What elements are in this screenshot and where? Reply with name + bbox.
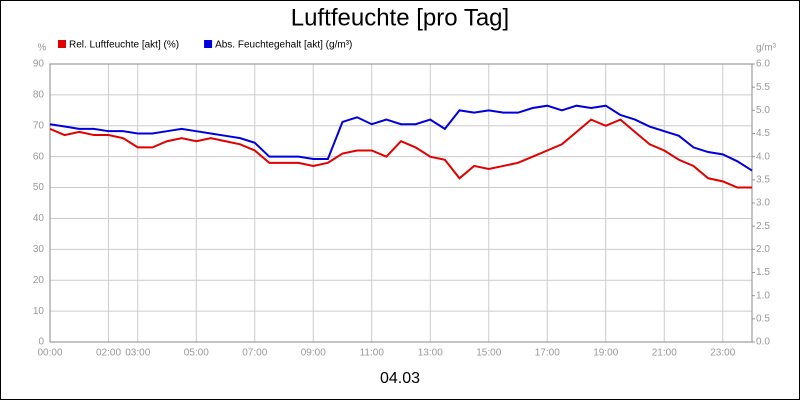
y-tick-label: 20 [33, 275, 45, 286]
y-tick-label: 0 [38, 337, 44, 348]
y-axis-label: % [38, 43, 47, 54]
y2-tick-label: 4.5 [756, 128, 770, 139]
x-tick-label: 07:00 [242, 348, 267, 359]
x-tick-label: 05:00 [184, 348, 209, 359]
y2-tick-label: 3.5 [756, 174, 770, 185]
y2-tick-label: 5.5 [756, 82, 770, 93]
y2-tick-label: 2.0 [756, 244, 770, 255]
y2-tick-label: 6.0 [756, 59, 770, 70]
x-tick-label: 19:00 [593, 348, 618, 359]
y-tick-label: 70 [33, 120, 45, 131]
y2-tick-label: 4.0 [756, 151, 770, 162]
y-tick-label: 80 [33, 90, 45, 101]
y-tick-label: 30 [33, 244, 45, 255]
y2-tick-label: 1.0 [756, 290, 770, 301]
legend-marker [58, 40, 66, 48]
legend-label: Abs. Feuchtegehalt [akt] (g/m³) [215, 40, 352, 51]
y2-tick-label: 0.0 [756, 337, 770, 348]
x-tick-label: 17:00 [535, 348, 560, 359]
x-tick-label: 21:00 [652, 348, 677, 359]
y-tick-label: 10 [33, 306, 45, 317]
series-line [49, 118, 752, 189]
x-tick-label: 00:00 [37, 348, 62, 359]
legend-marker [204, 40, 213, 48]
x-tick-label: 09:00 [301, 348, 326, 359]
x-tick-label: 23:00 [710, 348, 735, 359]
legend-label: Rel. Luftfeuchte [akt] (%) [69, 40, 179, 51]
x-tick-label: 15:00 [476, 348, 501, 359]
y-tick-label: 50 [33, 182, 45, 193]
y2-tick-label: 0.5 [756, 313, 770, 324]
y-tick-label: 90 [33, 59, 45, 70]
plot-area [49, 63, 753, 343]
x-tick-label: 03:00 [125, 348, 150, 359]
y2-tick-label: 3.0 [756, 198, 770, 209]
y2-tick-label: 2.5 [756, 221, 770, 232]
chart-title: Luftfeuchte [pro Tag] [291, 4, 509, 31]
x-tick-label: 02:00 [96, 348, 121, 359]
x-tick-label: 13:00 [418, 348, 443, 359]
y2-axis-label: g/m³ [756, 43, 777, 54]
y-tick-label: 60 [33, 151, 45, 162]
y-tick-label: 40 [33, 213, 45, 224]
y2-tick-label: 5.0 [756, 105, 770, 116]
y2-tick-label: 1.5 [756, 267, 770, 278]
x-axis-label: 04.03 [380, 370, 420, 387]
series-line [49, 104, 753, 172]
x-tick-label: 11:00 [360, 348, 385, 359]
